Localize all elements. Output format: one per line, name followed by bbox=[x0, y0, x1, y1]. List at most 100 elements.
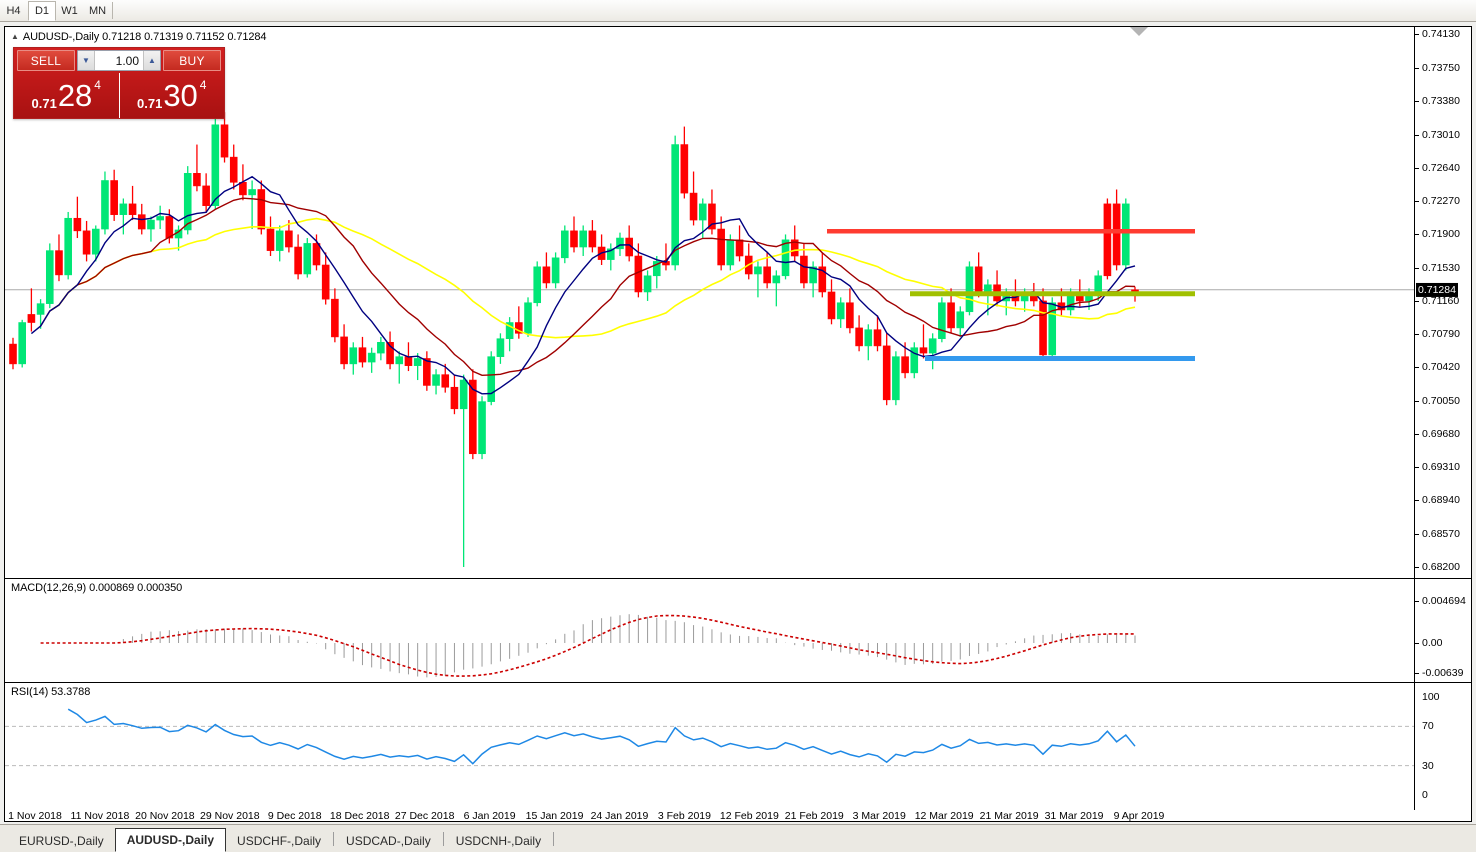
price-tick-label: 0.69680 bbox=[1422, 427, 1460, 440]
macd-pane[interactable]: MACD(12,26,9) 0.000869 0.000350 0.004694… bbox=[5, 579, 1471, 683]
rsi-tick-label: 0 bbox=[1422, 788, 1428, 801]
price-tick-label: 0.73750 bbox=[1422, 61, 1460, 74]
tab-divider bbox=[333, 831, 335, 846]
axis-tick bbox=[1415, 533, 1419, 535]
axis-tick bbox=[1415, 68, 1419, 70]
axis-tick bbox=[1415, 201, 1419, 203]
timeframe-toolbar: H4 D1 W1 MN bbox=[0, 0, 1476, 22]
tab-usdchf-daily[interactable]: USDCHF-,Daily bbox=[237, 834, 322, 848]
date-tick-label: 11 Nov 2018 bbox=[70, 810, 130, 822]
macd-plot-area[interactable] bbox=[5, 579, 1414, 682]
volume-stepper[interactable]: ▼ 1.00 ▲ bbox=[77, 50, 161, 71]
axis-tick bbox=[1415, 601, 1419, 602]
sell-price-fraction: 4 bbox=[94, 78, 101, 92]
chart-window[interactable]: ▲ AUDUSD-,Daily 0.71218 0.71319 0.71152 … bbox=[4, 26, 1472, 822]
current-price-tag: 0.71284 bbox=[1416, 282, 1458, 297]
tab-divider bbox=[442, 831, 444, 846]
date-tick-label: 1 Nov 2018 bbox=[8, 810, 62, 822]
price-tick-label: 0.71900 bbox=[1422, 228, 1460, 241]
date-tick-label: 12 Mar 2019 bbox=[914, 810, 974, 822]
date-axis[interactable]: 1 Nov 2018 11 Nov 2018 20 Nov 2018 29 Nov 2… bbox=[5, 810, 1471, 822]
rsi-plot-area[interactable] bbox=[5, 683, 1414, 810]
axis-tick bbox=[1415, 134, 1419, 136]
price-tick-label: 0.73010 bbox=[1422, 128, 1460, 141]
macd-title: MACD(12,26,9) 0.000869 0.000350 bbox=[11, 582, 183, 594]
axis-tick bbox=[1415, 34, 1419, 35]
oct-prices-row: 0.71 28 4 0.71 30 4 bbox=[14, 73, 224, 118]
axis-tick bbox=[1415, 234, 1419, 236]
timeframe-d1[interactable]: D1 bbox=[28, 1, 56, 21]
buy-price-big: 30 bbox=[163, 78, 198, 113]
buy-button[interactable]: BUY bbox=[163, 50, 221, 71]
date-tick-label: 12 Feb 2019 bbox=[719, 810, 779, 822]
price-axis[interactable]: 0.74130 0.73750 0.73380 0.73010 0.72640 0.722… bbox=[1414, 27, 1471, 578]
date-tick-label: 6 Jan 2019 bbox=[463, 810, 516, 822]
chart-tabbar: EURUSD-,Daily AUDUSD-,Daily USDCHF-,Dail… bbox=[0, 824, 1476, 852]
date-tick-label: 21 Mar 2019 bbox=[979, 810, 1039, 822]
price-tick-label: 0.68570 bbox=[1422, 527, 1460, 540]
date-tick-label: 9 Dec 2018 bbox=[267, 810, 322, 822]
date-tick-label: 20 Nov 2018 bbox=[135, 810, 195, 822]
rsi-axis: 100 70 30 0 bbox=[1414, 683, 1471, 810]
tab-usdcad-daily[interactable]: USDCAD-,Daily bbox=[346, 834, 431, 848]
collapse-triangle-icon[interactable]: ▲ bbox=[11, 32, 19, 41]
price-tick-label: 0.72270 bbox=[1422, 194, 1460, 207]
buy-price-prefix: 0.71 bbox=[137, 96, 163, 111]
rsi-chart bbox=[5, 708, 1414, 767]
sell-button[interactable]: SELL bbox=[17, 50, 75, 71]
date-tick-label: 24 Jan 2019 bbox=[590, 810, 649, 822]
macd-chart bbox=[40, 614, 1136, 678]
axis-tick bbox=[1415, 367, 1419, 369]
rsi-title: RSI(14) 53.3788 bbox=[11, 686, 91, 698]
timeframe-mn[interactable]: MN bbox=[88, 4, 107, 17]
volume-input[interactable]: 1.00 bbox=[95, 51, 143, 70]
buy-price-fraction: 4 bbox=[199, 78, 207, 92]
axis-tick bbox=[1415, 643, 1419, 644]
rsi-tick-label: 30 bbox=[1422, 759, 1434, 772]
chart-symbol-header: ▲ AUDUSD-,Daily 0.71218 0.71319 0.71152 … bbox=[11, 31, 267, 43]
tab-eurusd-daily[interactable]: EURUSD-,Daily bbox=[19, 834, 104, 848]
price-tick-label: 0.71530 bbox=[1422, 261, 1460, 274]
price-tick-label: 0.70050 bbox=[1422, 394, 1460, 407]
volume-increase-icon[interactable]: ▲ bbox=[143, 51, 160, 70]
rsi-tick-label: 100 bbox=[1422, 690, 1440, 703]
chart-scroll-marker-icon[interactable] bbox=[1130, 27, 1148, 36]
price-tick-label: 0.71160 bbox=[1422, 294, 1460, 307]
timeframe-h4[interactable]: H4 bbox=[6, 4, 21, 17]
axis-tick bbox=[1415, 433, 1419, 435]
axis-tick bbox=[1415, 101, 1419, 103]
price-plot-area[interactable] bbox=[5, 27, 1414, 578]
tab-usdcnh-daily[interactable]: USDCNH-,Daily bbox=[455, 834, 542, 848]
date-tick-label: 15 Jan 2019 bbox=[525, 810, 584, 822]
price-tick-label: 0.68940 bbox=[1422, 494, 1460, 507]
macd-axis: 0.004694 0.00 -0.00639 bbox=[1414, 579, 1471, 682]
oct-controls-row: SELL ▼ 1.00 ▲ BUY bbox=[14, 48, 224, 73]
macd-tick-label: -0.00639 bbox=[1422, 666, 1464, 679]
axis-tick bbox=[1415, 167, 1419, 169]
axis-tick bbox=[1415, 673, 1419, 674]
toolbar-divider bbox=[112, 2, 113, 19]
price-tick-label: 0.69310 bbox=[1422, 460, 1460, 473]
rsi-pane[interactable]: RSI(14) 53.3788 100 70 30 0 bbox=[5, 683, 1471, 810]
sell-price[interactable]: 0.71 28 4 bbox=[14, 73, 119, 118]
date-tick-label: 9 Apr 2019 bbox=[1113, 810, 1165, 822]
tab-audusd-daily[interactable]: AUDUSD-,Daily bbox=[114, 828, 227, 852]
sell-price-big: 28 bbox=[57, 78, 93, 113]
price-tick-label: 0.70420 bbox=[1422, 361, 1460, 374]
axis-tick bbox=[1415, 267, 1419, 269]
macd-tick-label: 0.00 bbox=[1422, 636, 1443, 649]
date-tick-label: 27 Dec 2018 bbox=[394, 810, 455, 822]
price-pane[interactable]: ▲ AUDUSD-,Daily 0.71218 0.71319 0.71152 … bbox=[5, 27, 1471, 579]
symbol-ohlc-label: AUDUSD-,Daily 0.71218 0.71319 0.71152 0.… bbox=[22, 31, 267, 43]
volume-decrease-icon[interactable]: ▼ bbox=[78, 51, 95, 70]
price-tick-label: 0.72640 bbox=[1422, 161, 1460, 174]
buy-price[interactable]: 0.71 30 4 bbox=[118, 73, 225, 118]
price-tick-label: 0.74130 bbox=[1422, 27, 1460, 40]
price-tick-label: 0.68200 bbox=[1422, 560, 1460, 573]
one-click-trading-panel[interactable]: SELL ▼ 1.00 ▲ BUY 0.71 28 4 0.71 bbox=[13, 47, 225, 119]
axis-tick bbox=[1415, 400, 1419, 402]
timeframe-w1[interactable]: W1 bbox=[61, 4, 78, 17]
axis-tick bbox=[1415, 334, 1419, 336]
macd-tick-label: 0.004694 bbox=[1422, 594, 1466, 607]
